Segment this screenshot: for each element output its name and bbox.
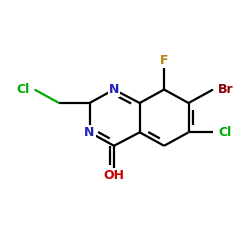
- Text: OH: OH: [104, 168, 124, 181]
- Text: Cl: Cl: [218, 126, 231, 139]
- Text: F: F: [160, 54, 168, 67]
- Text: Cl: Cl: [16, 83, 30, 96]
- Text: N: N: [84, 126, 95, 139]
- Text: Br: Br: [218, 83, 234, 96]
- Text: N: N: [109, 83, 119, 96]
